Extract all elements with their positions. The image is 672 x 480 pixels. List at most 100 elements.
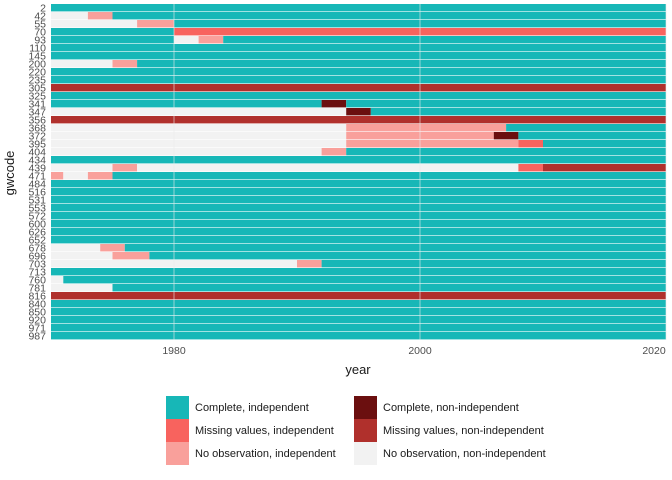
y-tick-label: 395 bbox=[28, 139, 46, 151]
heatmap-tile bbox=[112, 284, 666, 292]
y-tick-label: 816 bbox=[28, 291, 46, 303]
heatmap-tile bbox=[51, 60, 113, 68]
legend-swatch bbox=[354, 419, 377, 442]
heatmap-tile bbox=[51, 284, 113, 292]
heatmap-tile bbox=[51, 12, 88, 20]
y-tick-label: 531 bbox=[28, 195, 46, 207]
heatmap-tile bbox=[51, 324, 666, 332]
legend-label: Missing values, independent bbox=[195, 424, 334, 437]
heatmap-tile bbox=[51, 140, 347, 148]
y-tick-label: 678 bbox=[28, 243, 46, 255]
legend-label: Missing values, non-independent bbox=[383, 424, 544, 437]
y-tick-label: 404 bbox=[28, 147, 46, 159]
legend-swatch bbox=[166, 419, 189, 442]
heatmap-tile bbox=[543, 140, 666, 148]
heatmap-tile bbox=[51, 300, 666, 308]
y-tick-label: 920 bbox=[28, 315, 46, 327]
heatmap-tile bbox=[124, 244, 667, 252]
y-tick-label: 971 bbox=[28, 323, 46, 335]
heatmap-tile bbox=[346, 148, 666, 156]
heatmap-tile bbox=[137, 60, 667, 68]
heatmap-tile bbox=[346, 140, 519, 148]
heatmap-tile bbox=[112, 12, 666, 20]
heatmap-tile bbox=[543, 164, 666, 172]
legend-swatch bbox=[166, 396, 189, 419]
y-tick-label: 484 bbox=[28, 179, 46, 191]
legend-label: No observation, independent bbox=[195, 447, 336, 460]
heatmap-tile bbox=[112, 252, 150, 260]
heatmap-tile bbox=[51, 196, 666, 204]
heatmap-tile bbox=[63, 172, 88, 180]
y-tick-label: 235 bbox=[28, 75, 46, 87]
heatmap-tile bbox=[51, 188, 666, 196]
heatmap-tile bbox=[174, 36, 199, 44]
heatmap-tile bbox=[51, 68, 666, 76]
heatmap-tile bbox=[149, 252, 666, 260]
heatmap-tile bbox=[51, 180, 666, 188]
heatmap-tile bbox=[112, 60, 138, 68]
heatmap-tile bbox=[370, 108, 666, 116]
heatmap-tile bbox=[51, 244, 101, 252]
heatmap-tile bbox=[51, 316, 666, 324]
x-axis-tick-labels: 1980 2000 2020 bbox=[162, 345, 666, 357]
heatmap-tile bbox=[51, 332, 666, 340]
x-axis-title: year bbox=[345, 362, 371, 377]
y-tick-label: 713 bbox=[28, 267, 46, 279]
heatmap-tile bbox=[51, 28, 174, 36]
heatmap-tile bbox=[51, 92, 666, 100]
heatmap-tile bbox=[518, 132, 666, 140]
y-tick-label: 626 bbox=[28, 227, 46, 239]
y-tick-label: 572 bbox=[28, 211, 46, 223]
heatmap-tile bbox=[51, 204, 666, 212]
heatmap-tile bbox=[51, 20, 138, 28]
y-tick-label: 652 bbox=[28, 235, 46, 247]
y-tick-label: 220 bbox=[28, 67, 46, 79]
y-tick-label: 356 bbox=[28, 115, 46, 127]
y-tick-label: 600 bbox=[28, 219, 46, 231]
y-axis-tick-labels: 2425570931101452002202353053253413473563… bbox=[28, 3, 46, 343]
y-tick-label: 325 bbox=[28, 91, 46, 103]
heatmap-tile bbox=[51, 164, 113, 172]
heatmap-tile bbox=[51, 292, 666, 300]
heatmap-tile bbox=[51, 132, 347, 140]
heatmap-tile bbox=[346, 100, 666, 108]
x-tick-label: 2020 bbox=[642, 345, 666, 357]
legend-item-missing-non-independent: Missing values, non-independent bbox=[354, 419, 544, 442]
y-tick-label: 110 bbox=[29, 43, 46, 55]
y-tick-label: 703 bbox=[28, 259, 46, 271]
y-tick-label: 439 bbox=[28, 163, 46, 175]
legend-swatch bbox=[354, 442, 377, 465]
heatmap-tile bbox=[51, 268, 666, 276]
plot-area bbox=[51, 4, 667, 340]
y-tick-label: 368 bbox=[28, 123, 46, 135]
heatmap-tile bbox=[51, 76, 666, 84]
legend-swatch bbox=[354, 396, 377, 419]
heatmap-tile bbox=[100, 244, 125, 252]
y-tick-label: 696 bbox=[28, 251, 46, 263]
legend-label: No observation, non-independent bbox=[383, 447, 546, 460]
heatmap-tile bbox=[51, 44, 666, 52]
heatmap-tile bbox=[51, 84, 666, 92]
legend-item-no-observation-non-independent: No observation, non-independent bbox=[354, 442, 546, 465]
heatmap-tile bbox=[51, 308, 666, 316]
legend-item-complete-non-independent: Complete, non-independent bbox=[354, 396, 519, 419]
heatmap-tile bbox=[518, 140, 543, 148]
heatmap-tile bbox=[51, 116, 666, 124]
y-tick-label: 850 bbox=[28, 307, 46, 319]
heatmap-tile bbox=[51, 212, 666, 220]
heatmap-tile bbox=[51, 228, 666, 236]
y-tick-label: 93 bbox=[34, 35, 46, 47]
y-tick-label: 145 bbox=[28, 51, 46, 63]
heatmap-tile bbox=[321, 148, 347, 156]
heatmap-chart: 2425570931101452002202353053253413473563… bbox=[2, 3, 667, 377]
y-tick-label: 840 bbox=[28, 299, 46, 311]
heatmap-tile bbox=[346, 124, 507, 132]
heatmap-tile bbox=[51, 100, 322, 108]
heatmap-tile bbox=[51, 124, 347, 132]
heatmap-tile bbox=[112, 164, 138, 172]
heatmap-tile bbox=[137, 20, 174, 28]
heatmap-tile bbox=[87, 172, 113, 180]
y-tick-label: 42 bbox=[34, 11, 46, 23]
heatmap-tile bbox=[51, 220, 666, 228]
heatmap-tile bbox=[51, 108, 347, 116]
